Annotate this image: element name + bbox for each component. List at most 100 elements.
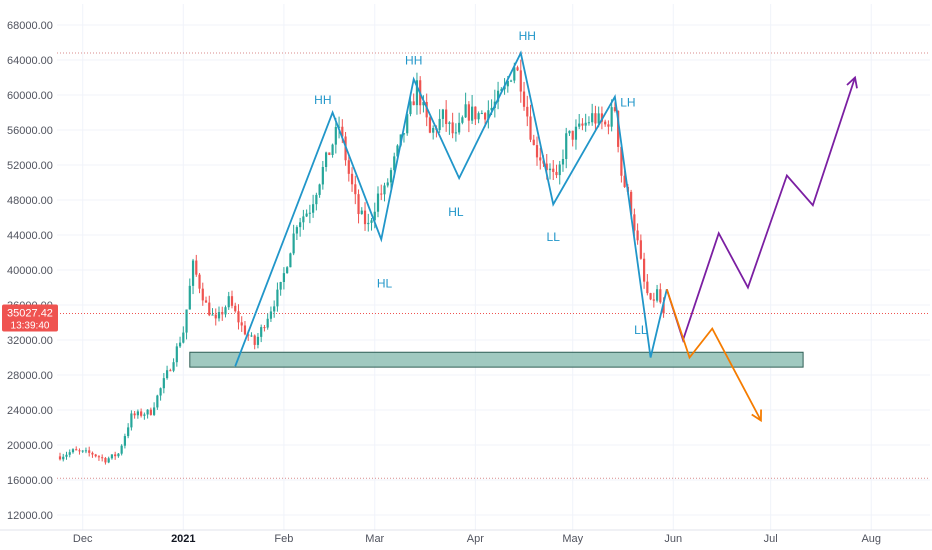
candle-body [545, 163, 548, 171]
candle-body [539, 157, 542, 161]
pattern-label-ll: LL [547, 230, 561, 244]
candle-body [565, 133, 568, 159]
candle-body [529, 116, 532, 140]
wave-polyline [234, 50, 668, 367]
y-tick-label: 40000.00 [7, 265, 53, 277]
candle-body [655, 289, 659, 301]
candle-body [253, 335, 256, 345]
candle-body [198, 274, 201, 289]
y-tick-label: 44000.00 [7, 230, 53, 242]
candle-body [464, 104, 467, 118]
candle-body [607, 124, 610, 127]
candle-body [318, 184, 321, 195]
price-axis[interactable]: 12000.00 16000.00 20000.00 24000.00 28000.00… [7, 20, 53, 522]
candle-body [643, 258, 646, 282]
candle-body [649, 293, 652, 300]
projection-arrows [665, 75, 858, 423]
candle-body [214, 314, 217, 319]
candle-body [182, 332, 185, 343]
candle-body [84, 450, 88, 452]
candle-body [334, 126, 337, 145]
candle-body [386, 182, 389, 186]
candles [58, 59, 665, 465]
pattern-label-hh: HH [405, 53, 422, 67]
candle-body [509, 80, 513, 82]
candle-body [613, 107, 616, 111]
candle-body [149, 409, 152, 415]
y-tick-label: 64000.00 [7, 55, 53, 67]
candle-body [425, 101, 428, 118]
candle-body [58, 456, 62, 460]
candle-body [127, 427, 130, 437]
candle-body [94, 454, 97, 457]
last-price-badge-bg [2, 304, 58, 332]
candle-body [597, 113, 600, 124]
candle-body [574, 126, 578, 140]
candle-body [230, 296, 234, 306]
support-zone-rect [189, 351, 804, 368]
candle-body [321, 166, 324, 185]
candle-body [522, 91, 526, 107]
candle-body [393, 156, 396, 171]
candle-body [445, 109, 448, 125]
candle-body [276, 289, 279, 307]
pattern-label-hl: HL [448, 205, 464, 219]
candle-body [153, 407, 156, 415]
candle-body [496, 90, 500, 102]
candle-body [107, 458, 110, 463]
x-tick-label: Jun [664, 533, 682, 545]
candle-body [250, 335, 253, 337]
y-tick-label: 32000.00 [7, 335, 53, 347]
candle-body [415, 80, 419, 106]
candle-body [376, 193, 380, 212]
candle-body [101, 457, 104, 459]
candle-body [341, 126, 344, 137]
candle-body [97, 456, 101, 458]
candle-body [500, 89, 503, 91]
candle-body [140, 411, 143, 416]
candle-body [91, 452, 94, 455]
candle-body [636, 230, 639, 241]
candle-body [526, 106, 529, 117]
candle-body [555, 171, 558, 176]
time-axis[interactable]: Dec 2021 Feb Mar Apr May Jun Jul Aug [0, 529, 932, 545]
candle-body [406, 114, 409, 134]
candle-body [347, 160, 350, 174]
y-tick-label: 24000.00 [7, 405, 53, 417]
candle-body [448, 122, 451, 125]
x-tick-label: Dec [73, 533, 93, 545]
candle-body [331, 144, 334, 156]
candle-body [123, 436, 126, 446]
candle-body [221, 312, 224, 315]
candle-body [461, 117, 464, 123]
candle-body [88, 450, 91, 453]
candle-body [286, 267, 289, 274]
candle-body [350, 173, 354, 185]
candle-body [360, 210, 363, 215]
candle-body [568, 130, 571, 134]
candle-body [279, 282, 282, 290]
x-tick-label: Aug [861, 533, 881, 545]
candle-body [269, 311, 273, 319]
candle-body [367, 222, 370, 225]
candle-body [363, 210, 367, 225]
candle-body [594, 113, 597, 124]
candle-body [474, 106, 477, 120]
candle-body [467, 104, 470, 121]
reference-lines [57, 52, 930, 479]
candle-body [532, 139, 535, 146]
pattern-label-hh: HH [314, 93, 331, 107]
candle-body [305, 213, 308, 217]
candle-body [422, 101, 425, 106]
candle-body [490, 107, 493, 111]
candle-body [75, 449, 78, 451]
candle-body [487, 110, 490, 120]
candle-body [370, 220, 373, 223]
candle-body [506, 81, 509, 87]
support-zone [189, 351, 804, 368]
candle-body [402, 133, 406, 135]
candle-body [354, 184, 357, 195]
candle-body [159, 388, 162, 396]
y-tick-label: 28000.00 [7, 370, 53, 382]
